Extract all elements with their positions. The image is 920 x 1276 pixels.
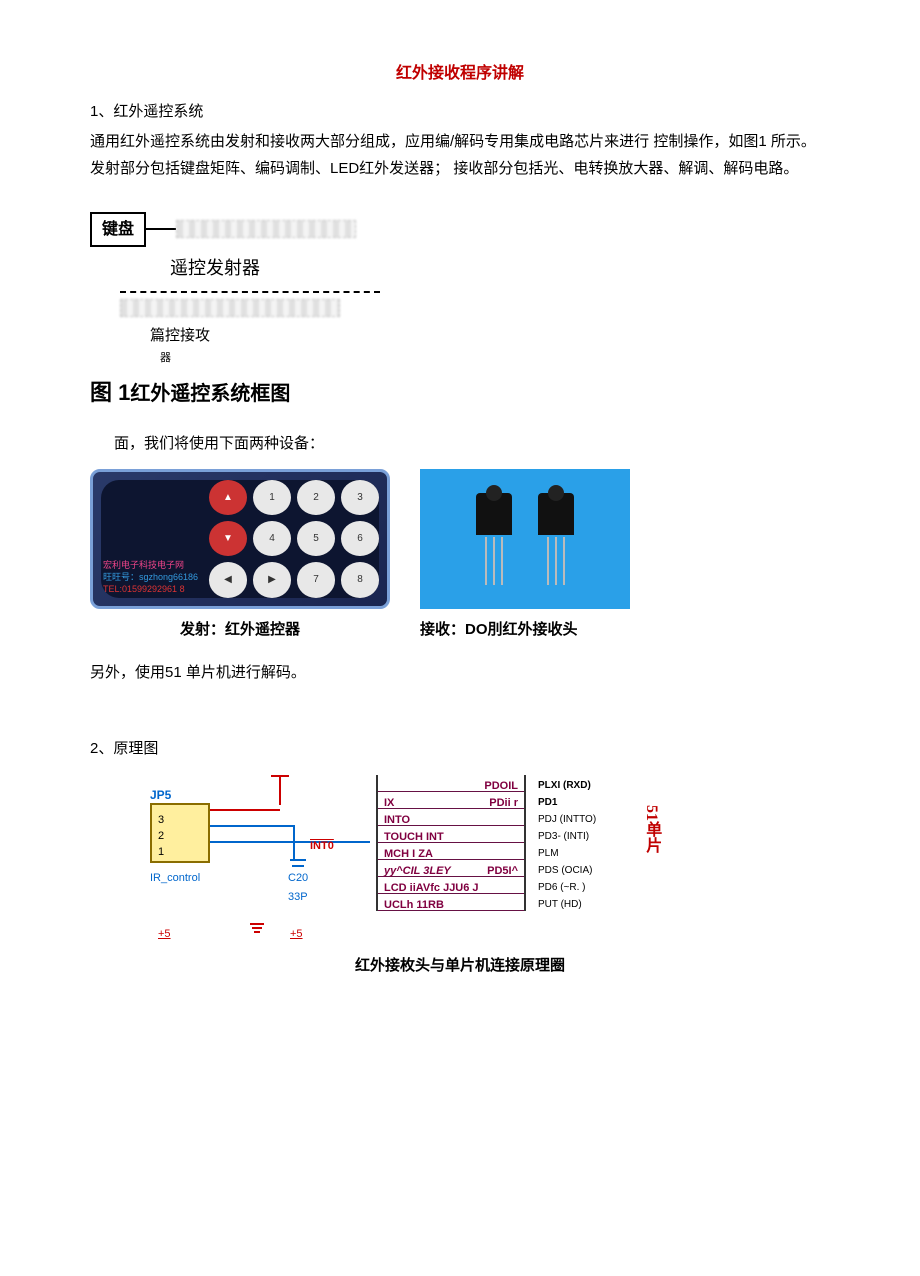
bd-smudge-1 <box>176 220 356 238</box>
remote-photo: ▲ 1 2 3 ▼ 4 5 6 ◀ ▶ 7 8 宏利电子科技电子网 旺旺号：sg… <box>90 469 390 609</box>
pin-row: PLXI (RXD) <box>538 775 632 792</box>
vcc-stem <box>279 777 281 805</box>
remote-key: 1 <box>253 480 291 515</box>
devices-row: ▲ 1 2 3 ▼ 4 5 6 ◀ ▶ 7 8 宏利电子科技电子网 旺旺号：sg… <box>90 469 830 609</box>
remote-key: ▲ <box>209 480 247 515</box>
remote-keys: ▲ 1 2 3 ▼ 4 5 6 ◀ ▶ 7 8 <box>209 480 379 598</box>
section-1-p2: 发射部分包括键盘矩阵、编码调制、LED红外发送器； 接收部分包括光、电转换放大器… <box>90 156 830 182</box>
page-title: 红外接收程序讲解 <box>90 60 830 87</box>
sig-l: UCLh 11RB <box>384 896 444 908</box>
block-diagram: 键盘 遥控发射器 篇控接攻 器 图 1红外遥控系统框图 <box>90 212 430 411</box>
tx-caption: 发射：红外遥控器 <box>90 617 390 643</box>
mcu-label: 51单片 <box>638 775 665 853</box>
bd-rx-label: 篇控接攻 <box>150 323 430 349</box>
devices-intro: 面，我们将使用下面两种设备： <box>114 431 830 457</box>
jp5-pin-1: 1 <box>158 843 164 862</box>
remote-key: 7 <box>297 562 335 597</box>
wire <box>210 825 295 827</box>
bd-caption-text: 红外遥控系统框图 <box>130 383 290 405</box>
remote-key: ◀ <box>209 562 247 597</box>
sig-l: TOUCH INT <box>384 828 444 840</box>
pin-row: PD6 (~R. ) <box>538 877 632 894</box>
remote-key: 6 <box>341 521 379 556</box>
pin-row: PDJ (INTTO) <box>538 809 632 826</box>
remote-key: 5 <box>297 521 335 556</box>
section-1-head: 1、红外遥控系统 <box>90 99 830 125</box>
remote-key: 4 <box>253 521 291 556</box>
remote-watermark: 宏利电子科技电子网 旺旺号：sgzhong66186 TEL:015992929… <box>103 560 198 595</box>
remote-key: ▶ <box>253 562 291 597</box>
sig-r: PDii r <box>489 794 518 806</box>
decode-note: 另外，使用51 单片机进行解码。 <box>90 660 830 686</box>
sig-r: PDOIL <box>484 777 518 789</box>
gnd-icon <box>250 921 264 935</box>
ir-receiver-icon <box>473 493 515 585</box>
ir-control-label: IR_control <box>150 869 200 888</box>
pin-row: PD1 <box>538 792 632 809</box>
remote-key: 8 <box>341 562 379 597</box>
pin-row: PUT (HD) <box>538 894 632 911</box>
device-captions: 发射：红外遥控器 接收：DO刖红外接收头 <box>90 617 830 643</box>
section-1-p1: 通用红外遥控系统由发射和接收两大部分组成，应用编/解码专用集成电路芯片来进行 控… <box>90 129 830 155</box>
sig-l: LCD iiAVfc JJU6 J <box>384 879 479 891</box>
rx-caption: 接收：DO刖红外接收头 <box>420 617 660 643</box>
bd-smudge-2 <box>120 299 340 317</box>
sig-l: INTO <box>384 811 410 823</box>
plus5-right: +5 <box>290 925 303 944</box>
bd-sub: 器 <box>160 349 430 368</box>
sig-l: IX <box>384 794 394 806</box>
pin-row: PLM <box>538 843 632 860</box>
schematic: JP5 3 2 1 IR_control INT0 C20 33P +5 +5 … <box>150 775 830 945</box>
jp5-box: 3 2 1 <box>150 803 210 863</box>
wire <box>210 841 370 843</box>
remote-key: ▼ <box>209 521 247 556</box>
remote-brand: 宏利电子科技电子网 <box>103 560 198 572</box>
bd-keyboard-box: 键盘 <box>90 212 146 247</box>
schematic-left: JP5 3 2 1 IR_control INT0 C20 33P +5 +5 <box>150 775 370 945</box>
wire <box>210 809 280 811</box>
section-2-head: 2、原理图 <box>90 736 830 762</box>
capacitor: C20 33P <box>288 857 308 906</box>
arrow-icon <box>146 228 176 230</box>
receiver-photo <box>420 469 630 609</box>
pin-row: PD3- (INTI) <box>538 826 632 843</box>
schematic-pin-labels: PLXI (RXD) PD1 PDJ (INTTO) PD3- (INTI) P… <box>532 775 632 911</box>
remote-key: 2 <box>297 480 335 515</box>
c20-value: 33P <box>288 888 308 907</box>
remote-qq: 旺旺号：sgzhong66186 <box>103 572 198 584</box>
bd-dashed-line <box>120 291 380 293</box>
sig-l: MCH I ZA <box>384 845 433 857</box>
int0-label: INT0 <box>310 837 334 856</box>
schematic-signal-table: PDOIL IX PDii r INTO TOUCH INT MCH I ZA y… <box>376 775 526 911</box>
bd-caption-prefix: 图 1 <box>90 380 130 405</box>
sig-l: yy^CIL 3LEY <box>384 862 451 874</box>
c20-label: C20 <box>288 869 308 888</box>
pin-row: PDS (OCIA) <box>538 860 632 877</box>
remote-tel: TEL:01599292961 8 <box>103 584 198 596</box>
ir-receiver-icon <box>535 493 577 585</box>
remote-key: 3 <box>341 480 379 515</box>
sig-r: PD5I^ <box>487 862 518 874</box>
plus5-left: +5 <box>158 925 171 944</box>
bd-caption: 图 1红外遥控系统框图 <box>90 374 430 411</box>
schematic-caption: 红外接枚头与单片机连接原理圈 <box>90 953 830 979</box>
bd-tx-label: 遥控发射器 <box>170 253 430 284</box>
